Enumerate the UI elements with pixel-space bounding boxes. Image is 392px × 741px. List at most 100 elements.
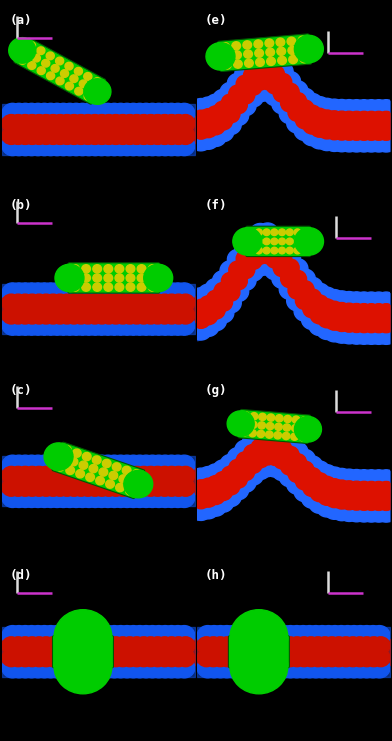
Circle shape <box>47 103 68 124</box>
Circle shape <box>154 103 176 124</box>
Circle shape <box>65 488 87 508</box>
FancyBboxPatch shape <box>52 442 145 499</box>
Circle shape <box>78 625 100 645</box>
Circle shape <box>251 73 270 90</box>
Circle shape <box>174 136 195 156</box>
Circle shape <box>261 658 282 678</box>
Circle shape <box>274 625 295 645</box>
Circle shape <box>91 625 112 645</box>
Circle shape <box>227 249 249 270</box>
Circle shape <box>361 470 382 490</box>
Circle shape <box>44 307 62 324</box>
Circle shape <box>310 306 329 324</box>
Circle shape <box>44 466 62 484</box>
Circle shape <box>267 414 275 421</box>
Circle shape <box>116 658 138 678</box>
Circle shape <box>129 478 138 487</box>
Circle shape <box>274 649 292 667</box>
Circle shape <box>207 476 225 493</box>
Circle shape <box>104 136 125 156</box>
Circle shape <box>27 658 49 678</box>
Circle shape <box>37 466 55 484</box>
Circle shape <box>161 488 182 508</box>
Circle shape <box>34 103 55 124</box>
Circle shape <box>361 325 382 345</box>
Circle shape <box>284 416 292 422</box>
Circle shape <box>271 247 278 254</box>
Text: (a): (a) <box>10 14 32 27</box>
Circle shape <box>72 127 90 144</box>
Circle shape <box>239 649 258 667</box>
Circle shape <box>323 637 341 654</box>
Circle shape <box>134 307 153 324</box>
Circle shape <box>148 455 169 475</box>
Circle shape <box>84 93 92 100</box>
Circle shape <box>37 115 55 132</box>
Circle shape <box>292 416 300 423</box>
Circle shape <box>318 488 336 505</box>
Circle shape <box>154 283 176 303</box>
Circle shape <box>72 479 90 496</box>
Circle shape <box>257 645 261 648</box>
Circle shape <box>258 235 277 252</box>
Circle shape <box>93 637 111 654</box>
Circle shape <box>126 283 135 291</box>
Circle shape <box>331 625 352 645</box>
Circle shape <box>312 658 333 678</box>
Circle shape <box>300 425 308 433</box>
Circle shape <box>265 53 286 73</box>
Circle shape <box>221 94 240 112</box>
Circle shape <box>72 658 93 678</box>
Circle shape <box>251 439 270 456</box>
Circle shape <box>120 466 139 484</box>
Circle shape <box>241 625 263 645</box>
Circle shape <box>347 111 366 129</box>
Circle shape <box>65 625 87 645</box>
Circle shape <box>340 481 358 499</box>
Circle shape <box>21 136 42 156</box>
Circle shape <box>34 283 55 303</box>
Circle shape <box>142 649 160 667</box>
Circle shape <box>53 488 74 508</box>
Circle shape <box>214 471 232 489</box>
Circle shape <box>331 99 352 119</box>
Circle shape <box>162 466 181 484</box>
Circle shape <box>161 136 182 156</box>
Circle shape <box>238 652 241 655</box>
Circle shape <box>235 440 256 460</box>
Circle shape <box>368 325 389 345</box>
Text: (h): (h) <box>205 569 227 582</box>
Circle shape <box>340 492 358 510</box>
Circle shape <box>236 463 255 481</box>
Circle shape <box>276 637 280 640</box>
Circle shape <box>59 103 80 124</box>
Circle shape <box>81 648 85 651</box>
Circle shape <box>126 487 134 495</box>
Circle shape <box>294 482 315 502</box>
Circle shape <box>323 649 341 667</box>
Circle shape <box>263 229 270 236</box>
Circle shape <box>301 93 323 113</box>
Circle shape <box>148 265 157 273</box>
Circle shape <box>296 100 314 117</box>
Circle shape <box>65 127 83 144</box>
Circle shape <box>299 45 308 53</box>
Circle shape <box>34 315 55 335</box>
Circle shape <box>256 58 264 67</box>
Circle shape <box>2 294 20 312</box>
Circle shape <box>324 499 345 519</box>
Circle shape <box>34 625 55 645</box>
Circle shape <box>142 466 160 484</box>
Circle shape <box>86 479 104 496</box>
Circle shape <box>258 448 277 465</box>
Circle shape <box>104 103 125 124</box>
Circle shape <box>34 136 55 156</box>
Circle shape <box>154 315 176 335</box>
Circle shape <box>318 658 339 678</box>
Circle shape <box>223 625 244 645</box>
Circle shape <box>362 315 381 333</box>
Circle shape <box>9 637 27 654</box>
Circle shape <box>221 43 229 51</box>
Circle shape <box>272 268 293 288</box>
Circle shape <box>21 283 42 303</box>
